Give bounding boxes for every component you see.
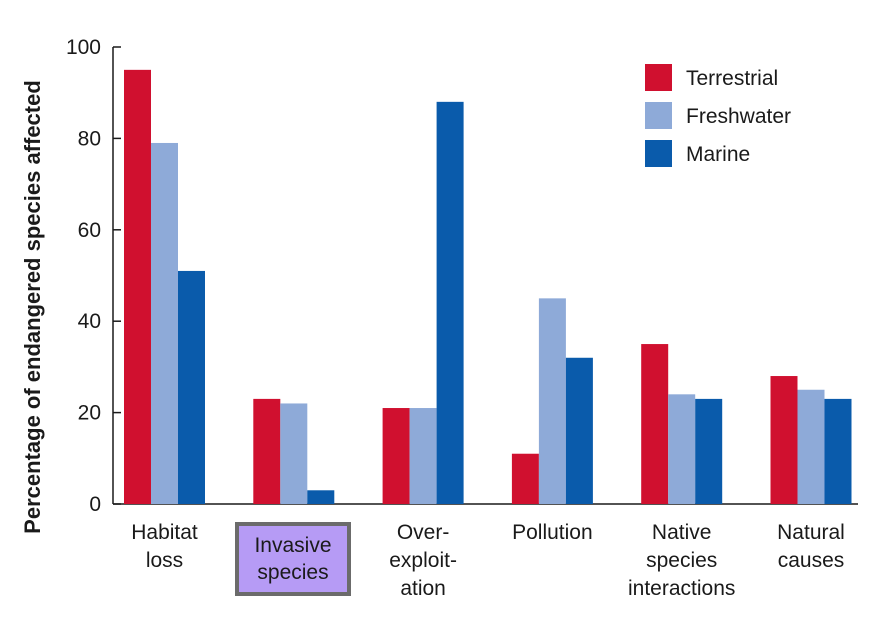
y-tick-label: 100 — [66, 36, 101, 59]
bar-freshwater-0 — [151, 142, 178, 504]
y-tick-label: 20 — [78, 402, 101, 425]
bar-freshwater-4 — [668, 394, 696, 504]
category-highlight-box: Invasive species — [235, 522, 351, 596]
y-tick-label: 60 — [78, 219, 101, 242]
x-tick-label: Habitat loss — [131, 521, 198, 572]
bar-marine-4 — [695, 398, 723, 504]
bar-freshwater-1 — [280, 403, 308, 504]
legend-swatch-terrestrial — [645, 64, 672, 91]
x-tick-label: Pollution — [512, 521, 593, 544]
bar-marine-5 — [824, 398, 852, 504]
bar-terrestrial-3 — [511, 453, 539, 504]
x-tick-label: Natural causes — [777, 521, 845, 572]
y-tick-label: 0 — [89, 493, 101, 516]
bar-terrestrial-1 — [253, 398, 281, 504]
bar-marine-1 — [307, 490, 335, 504]
highlight-text: Invasive species — [254, 534, 331, 584]
bar-terrestrial-5 — [770, 376, 798, 504]
legend-swatch-marine — [645, 140, 672, 167]
legend-label-terrestrial: Terrestrial — [686, 67, 778, 90]
legend-label-marine: Marine — [686, 143, 750, 166]
bar-marine-2 — [436, 101, 464, 504]
y-tick-label: 80 — [78, 127, 101, 150]
x-tick-label: Native species interactions — [628, 521, 735, 600]
bar-terrestrial-4 — [641, 344, 669, 504]
bar-marine-3 — [565, 357, 593, 504]
legend: Terrestrial Freshwater Marine — [645, 64, 791, 167]
bar-terrestrial-2 — [382, 408, 410, 504]
bar-freshwater-5 — [797, 389, 825, 504]
x-tick-label: Over-exploit-ation — [389, 521, 457, 600]
bar-freshwater-3 — [538, 298, 566, 504]
legend-swatch-freshwater — [645, 102, 672, 129]
bar-freshwater-2 — [409, 408, 437, 504]
y-axis-title: Percentage of endangered species affecte… — [20, 80, 45, 534]
y-axis: 0 20 40 60 80 100 — [66, 36, 121, 516]
bars — [124, 69, 852, 504]
y-tick-label: 40 — [78, 310, 101, 333]
bar-terrestrial-0 — [124, 69, 151, 504]
bar-marine-0 — [178, 270, 205, 504]
highlight-box — [235, 522, 351, 596]
legend-label-freshwater: Freshwater — [686, 105, 791, 128]
